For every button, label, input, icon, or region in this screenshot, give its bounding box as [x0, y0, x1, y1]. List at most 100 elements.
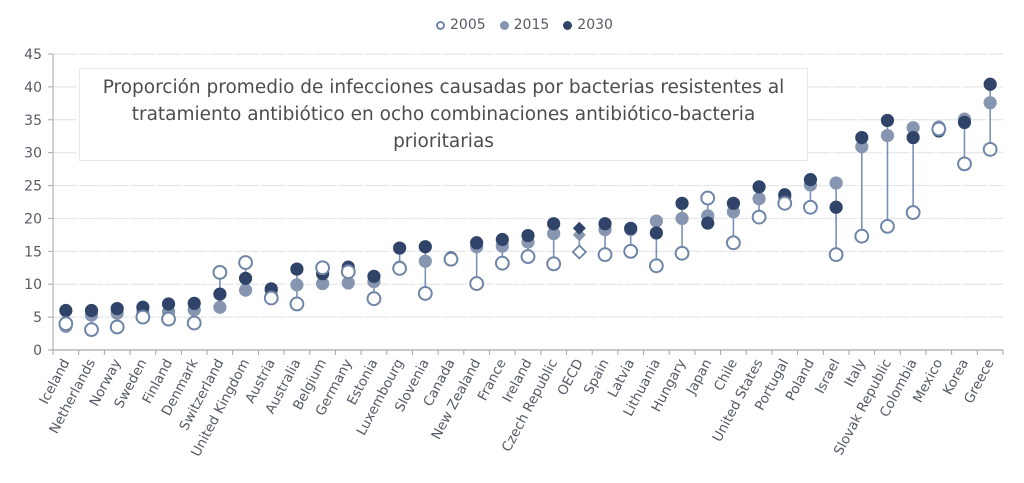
point-2005-lithuania	[648, 258, 664, 274]
point-2005-spain	[597, 247, 613, 263]
legend-marker-circle-icon	[563, 20, 573, 30]
point-2030-italy	[855, 130, 869, 145]
y-axis: 0 5 10 15 20 25 30 35 40 45	[24, 47, 54, 359]
legend-label: 2015	[513, 17, 550, 33]
point-2030-spain	[598, 217, 612, 231]
point-2015-belgium	[315, 276, 330, 291]
point-2015-germany	[341, 276, 355, 290]
point-2005-oecd	[571, 244, 588, 260]
point-2005-czech-republic	[546, 256, 562, 272]
y-tick-label: 0	[33, 343, 42, 359]
point-2030-hungary	[675, 196, 689, 210]
point-2030-greece	[983, 77, 997, 91]
y-tick-label: 35	[24, 113, 42, 129]
point-2005-poland	[803, 199, 818, 215]
point-2005-greece	[982, 141, 998, 157]
point-2005-belgium	[315, 260, 330, 276]
point-2030-united-states	[752, 180, 766, 194]
point-2030-new-zealand	[470, 236, 484, 250]
point-2015-slovenia	[418, 254, 432, 268]
point-2015-czech-republic	[547, 226, 561, 241]
point-2005-israel	[828, 247, 844, 263]
point-2015-switzerland	[213, 300, 227, 314]
y-tick-label: 30	[24, 146, 42, 162]
point-2015-slovak-republic	[880, 128, 895, 143]
chart-title: Proporción promedio de infecciones causa…	[102, 77, 785, 152]
point-2030-norway	[110, 301, 124, 316]
point-2005-iceland	[58, 316, 74, 332]
point-2015-oecd	[572, 228, 586, 242]
legend-marker-circle-icon	[499, 20, 509, 30]
point-2030-israel	[829, 200, 843, 214]
point-2015-australia	[290, 278, 304, 292]
point-2005-latvia	[623, 243, 639, 259]
point-2015-lithuania	[649, 214, 663, 228]
point-2030-switzerland	[213, 287, 227, 301]
point-2030-colombia	[906, 130, 920, 145]
point-2015-colombia	[906, 121, 920, 135]
point-2005-united-kingdom	[238, 255, 253, 270]
point-2005-slovak-republic	[880, 218, 895, 234]
point-2030-slovak-republic	[880, 113, 895, 128]
point-2005-netherlands	[84, 322, 99, 338]
point-2005-colombia	[905, 205, 921, 220]
y-tick-label: 10	[24, 277, 42, 293]
point-2005-hungary	[674, 245, 690, 261]
point-2030-latvia	[624, 221, 638, 235]
legend-item-2005: 2005	[436, 17, 486, 33]
point-2030-korea	[957, 115, 972, 130]
point-2005-slovenia	[417, 286, 433, 301]
point-2015-italy	[855, 140, 869, 154]
y-tick-label: 20	[24, 211, 42, 227]
point-2030-luxembourg	[393, 241, 407, 255]
point-2005-germany	[340, 264, 356, 280]
point-2030-france	[495, 232, 509, 247]
point-2005-australia	[289, 296, 305, 312]
x-tick-label: Israel	[812, 356, 843, 396]
point-2030-slovenia	[418, 240, 432, 254]
point-2030-australia	[290, 262, 304, 276]
point-2015-greece	[983, 96, 997, 110]
point-2030-czech-republic	[547, 217, 561, 231]
point-2005-new-zealand	[469, 276, 485, 291]
x-tick-label: OECD	[554, 356, 586, 398]
point-2015-united-kingdom	[238, 283, 253, 297]
point-2030-poland	[803, 173, 818, 187]
legend-label: 2030	[577, 17, 613, 33]
point-2005-luxembourg	[392, 261, 408, 276]
legend-marker-hollow-circle-icon	[436, 20, 445, 30]
point-2005-mexico	[931, 121, 947, 137]
legend-item-2030: 2030	[563, 17, 613, 33]
point-2030-lithuania	[649, 226, 663, 240]
point-2015-united-states	[752, 192, 766, 206]
y-tick-label: 45	[24, 47, 42, 63]
point-2005-chile	[726, 235, 741, 251]
point-2005-italy	[854, 228, 870, 244]
point-2005-ireland	[520, 249, 536, 264]
legend-item-2015: 2015	[499, 17, 550, 33]
point-2005-portugal	[777, 195, 793, 211]
point-2030-chile	[726, 196, 741, 210]
point-2005-france	[494, 255, 510, 271]
point-2030-united-kingdom	[238, 271, 253, 285]
point-2005-united-states	[751, 209, 767, 225]
point-2005-estonia	[366, 291, 382, 307]
legend-label: 2005	[450, 17, 486, 33]
data-points	[58, 77, 998, 338]
point-2005-denmark	[186, 315, 202, 331]
y-tick-label: 5	[33, 310, 42, 326]
point-2005-japan	[700, 190, 716, 206]
point-2005-austria	[263, 290, 279, 306]
point-2030-ireland	[521, 228, 535, 243]
x-tick-label: Japan	[683, 356, 715, 398]
chart-title-box: Proporción promedio de infecciones causa…	[79, 68, 808, 161]
legend: 2005 2015 2030	[436, 17, 613, 33]
y-tick-label: 15	[24, 244, 42, 260]
point-2030-estonia	[367, 269, 381, 283]
x-axis: IcelandNetherlandsNorwaySwedenFinlandDen…	[36, 349, 1004, 460]
point-2005-sweden	[135, 309, 151, 325]
point-2005-switzerland	[212, 264, 228, 280]
y-tick-label: 40	[24, 80, 42, 96]
point-2030-netherlands	[84, 303, 99, 318]
